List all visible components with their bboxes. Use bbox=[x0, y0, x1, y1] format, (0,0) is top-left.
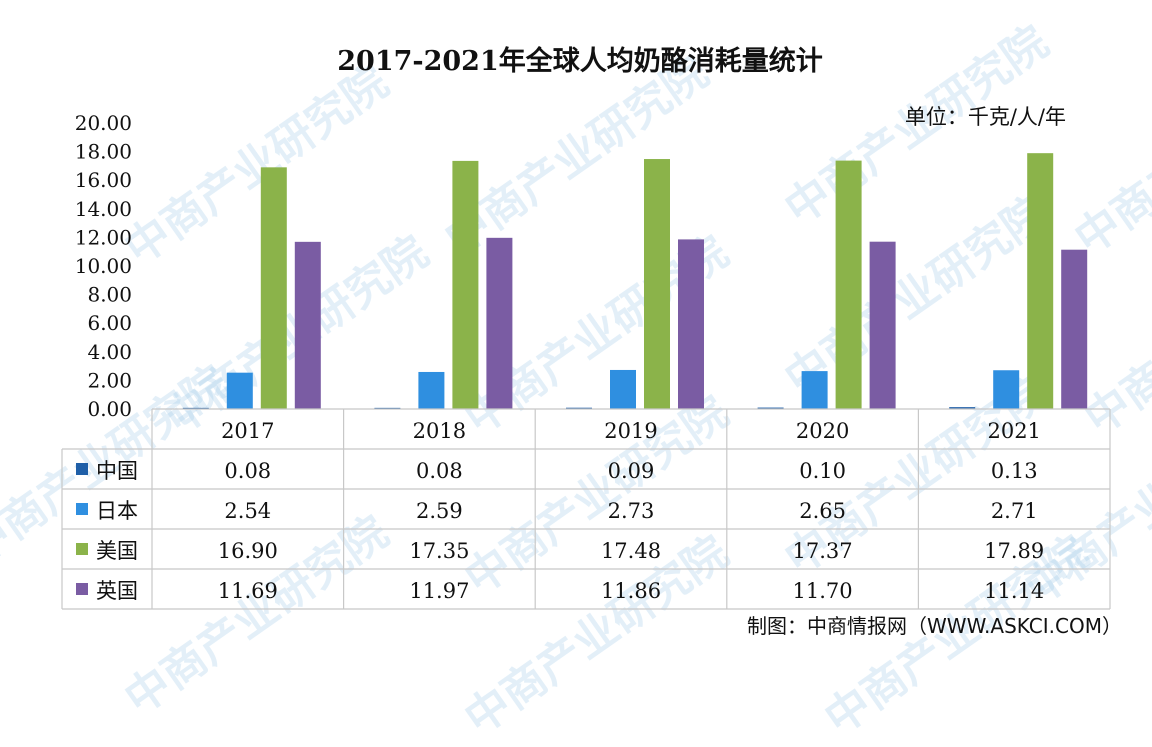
bar-日本-2018 bbox=[418, 371, 445, 409]
x-tick-label: 2017 bbox=[221, 419, 274, 443]
y-tick-label: 16.00 bbox=[75, 168, 132, 192]
data-label: 16.90 bbox=[218, 539, 278, 563]
bar-中国-2020 bbox=[757, 407, 784, 409]
bar-英国-2017 bbox=[294, 241, 321, 409]
footer-source: 制图：中商情报网（WWW.ASKCI.COM） bbox=[747, 614, 1122, 638]
data-label: 0.10 bbox=[799, 459, 846, 483]
x-tick-label: 2021 bbox=[987, 419, 1040, 443]
y-tick-label: 20.00 bbox=[75, 111, 132, 135]
legend-label: 中国 bbox=[96, 459, 138, 483]
y-tick-label: 0.00 bbox=[87, 397, 132, 421]
unit-label: 单位：千克/人/年 bbox=[905, 105, 1066, 129]
data-label: 11.70 bbox=[793, 579, 853, 603]
x-tick-label: 2018 bbox=[413, 419, 466, 443]
data-label: 2.54 bbox=[224, 499, 271, 523]
data-label: 11.86 bbox=[601, 579, 661, 603]
data-label: 2.65 bbox=[799, 499, 846, 523]
data-label: 2.71 bbox=[991, 499, 1038, 523]
bar-美国-2021 bbox=[1027, 153, 1054, 409]
legend-swatch-日本 bbox=[76, 503, 88, 515]
bar-日本-2021 bbox=[993, 370, 1020, 409]
bar-日本-2017 bbox=[226, 372, 253, 409]
bar-英国-2021 bbox=[1061, 249, 1088, 409]
legend-swatch-英国 bbox=[76, 583, 88, 595]
y-tick-label: 6.00 bbox=[87, 311, 132, 335]
y-tick-label: 4.00 bbox=[87, 340, 132, 364]
y-tick-label: 12.00 bbox=[75, 225, 132, 249]
legend-label: 美国 bbox=[96, 539, 138, 563]
data-label: 0.13 bbox=[991, 459, 1038, 483]
data-label: 0.08 bbox=[224, 459, 271, 483]
x-tick-label: 2019 bbox=[604, 419, 657, 443]
y-tick-label: 14.00 bbox=[75, 197, 132, 221]
data-label: 0.08 bbox=[416, 459, 463, 483]
y-tick-label: 8.00 bbox=[87, 283, 132, 307]
data-label: 11.97 bbox=[409, 579, 469, 603]
data-label: 17.35 bbox=[409, 539, 469, 563]
bar-英国-2019 bbox=[678, 239, 704, 409]
bar-美国-2017 bbox=[260, 167, 287, 409]
bar-英国-2020 bbox=[869, 241, 896, 409]
y-tick-label: 2.00 bbox=[87, 368, 132, 392]
x-tick-label: 2020 bbox=[796, 419, 849, 443]
legend-label: 英国 bbox=[96, 579, 138, 603]
bar-美国-2019 bbox=[644, 159, 670, 409]
data-label: 17.89 bbox=[984, 539, 1044, 563]
bar-日本-2020 bbox=[801, 371, 828, 409]
bar-中国-2019 bbox=[566, 407, 592, 409]
chart-title: 2017-2021年全球人均奶酪消耗量统计 bbox=[337, 45, 823, 77]
data-label: 11.69 bbox=[218, 579, 278, 603]
data-label: 11.14 bbox=[984, 579, 1044, 603]
data-label: 17.37 bbox=[793, 539, 853, 563]
y-tick-label: 18.00 bbox=[75, 140, 132, 164]
bar-美国-2018 bbox=[452, 160, 479, 409]
data-label: 2.59 bbox=[416, 499, 463, 523]
data-label: 2.73 bbox=[608, 499, 655, 523]
legend-swatch-美国 bbox=[76, 543, 88, 555]
legend-label: 日本 bbox=[96, 499, 138, 523]
y-tick-label: 10.00 bbox=[75, 254, 132, 278]
bar-英国-2018 bbox=[486, 237, 513, 409]
data-label: 0.09 bbox=[608, 459, 655, 483]
bar-日本-2019 bbox=[610, 369, 636, 409]
bar-美国-2020 bbox=[835, 160, 862, 409]
data-label: 17.48 bbox=[601, 539, 661, 563]
legend-swatch-中国 bbox=[76, 463, 88, 475]
bar-中国-2021 bbox=[949, 407, 976, 409]
